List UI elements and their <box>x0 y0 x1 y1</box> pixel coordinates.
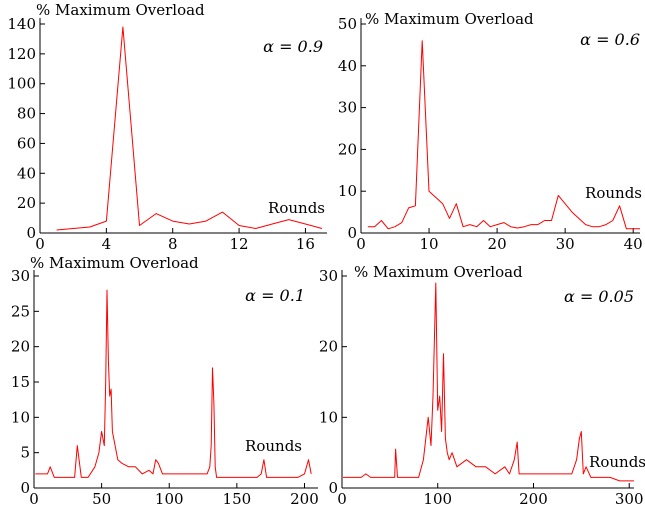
alpha-annotation: α = 0.6 <box>580 30 640 49</box>
y-tick-label: 0 <box>347 224 357 242</box>
y-tick-label: 20 <box>17 194 36 212</box>
y-tick-label: 15 <box>11 373 30 391</box>
y-tick-label: 0 <box>328 479 338 497</box>
x-tick-label: 0 <box>29 490 39 508</box>
y-tick-label: 10 <box>319 408 338 426</box>
series-line-1 <box>367 40 640 230</box>
x-axis-label: Rounds <box>268 199 325 217</box>
y-axis-label: % Maximum Overload <box>30 254 199 272</box>
y-tick-label: 140 <box>7 15 36 33</box>
x-tick-label: 150 <box>223 490 252 508</box>
x-tick-label: 200 <box>519 490 548 508</box>
x-tick-label: 0 <box>337 490 347 508</box>
x-tick-label: 0 <box>356 235 366 253</box>
y-tick-label: 30 <box>338 99 357 117</box>
x-tick-label: 100 <box>423 490 452 508</box>
y-axis-label: % Maximum Overload <box>354 263 523 281</box>
x-tick-label: 12 <box>230 235 249 253</box>
x-axis-label: Rounds <box>589 453 645 471</box>
x-tick-label: 300 <box>615 490 644 508</box>
chart-panel-1: 0 4 8 12 16 0 20 40 60 80 100 120 140% Maximum Overl… <box>7 1 327 253</box>
y-axis-label: % Maximum Overload <box>36 1 205 19</box>
y-tick-label: 10 <box>338 182 357 200</box>
y-tick-label: 40 <box>338 57 357 75</box>
y-tick-label: 20 <box>319 338 338 356</box>
y-tick-label: 40 <box>17 164 36 182</box>
x-tick-label: 100 <box>155 490 184 508</box>
alpha-annotation: α = 0.1 <box>245 286 305 305</box>
y-tick-label: 120 <box>7 45 36 63</box>
y-tick-label: 100 <box>7 75 36 93</box>
chart-panel-3: 0 50 100 150 200 0 5 10 15 20 25 30% Maximum Overlo… <box>11 254 319 508</box>
x-axis-label: Rounds <box>245 437 302 455</box>
y-tick-label: 50 <box>338 15 357 33</box>
y-tick-label: 10 <box>11 408 30 426</box>
x-tick-label: 40 <box>624 235 643 253</box>
x-tick-label: 30 <box>556 235 575 253</box>
y-axis-label: % Maximum Overload <box>365 10 534 28</box>
alpha-annotation: α = 0.9 <box>263 37 323 56</box>
y-tick-label: 0 <box>20 479 30 497</box>
x-axis-label: Rounds <box>585 184 642 202</box>
series-line-1 <box>35 289 312 478</box>
y-tick-label: 20 <box>338 140 357 158</box>
y-tick-label: 30 <box>11 267 30 285</box>
y-tick-label: 80 <box>17 105 36 123</box>
x-tick-label: 10 <box>420 235 439 253</box>
x-tick-label: 16 <box>296 235 315 253</box>
series-line-1 <box>56 26 323 231</box>
chart-panel-2: 0 10 20 30 40 0 10 20 30 40 50 % Maximum Overload α … <box>338 10 643 253</box>
x-tick-label: 50 <box>92 490 111 508</box>
x-tick-label: 20 <box>488 235 507 253</box>
x-tick-label: 8 <box>168 235 178 253</box>
y-tick-label: 20 <box>11 338 30 356</box>
y-tick-label: 5 <box>20 444 30 462</box>
y-tick-label: 60 <box>17 134 36 152</box>
chart-panel-4: 0 100 200 300 0 10 20 30 % Maximum Overload α = 0… <box>319 263 645 508</box>
y-tick-label: 25 <box>11 302 30 320</box>
x-tick-label: 0 <box>35 235 45 253</box>
y-tick-label: 0 <box>26 224 36 242</box>
alpha-annotation: α = 0.05 <box>564 287 634 306</box>
x-tick-label: 200 <box>290 490 319 508</box>
x-tick-label: 4 <box>102 235 112 253</box>
series-line-1 <box>343 282 634 482</box>
y-tick-label: 30 <box>319 267 338 285</box>
